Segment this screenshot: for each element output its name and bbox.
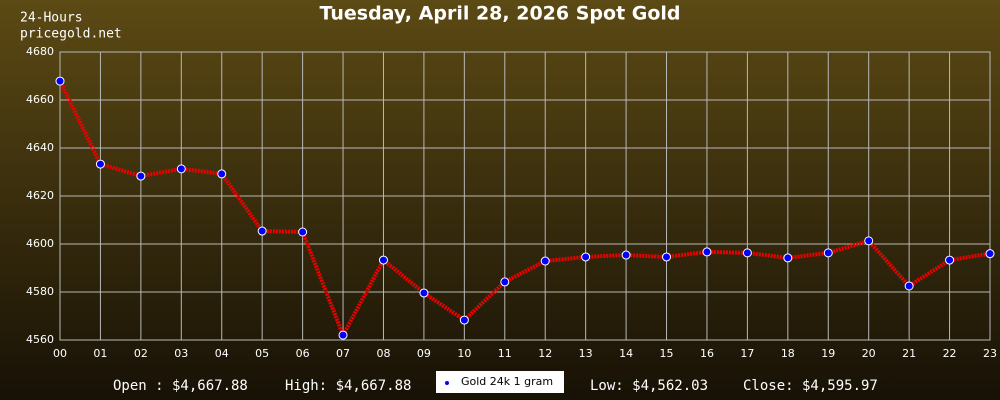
data-point (540, 256, 550, 266)
legend-marker (445, 381, 449, 385)
y-tick-label: 4580 (26, 285, 54, 298)
y-tick-label: 4640 (26, 141, 54, 154)
data-point (217, 169, 227, 179)
data-point (581, 252, 591, 262)
data-point (95, 159, 105, 169)
y-tick-label: 4680 (26, 45, 54, 58)
data-point (378, 255, 388, 265)
x-tick-label: 19 (821, 347, 835, 360)
series-line (58, 80, 991, 340)
data-point (459, 315, 469, 325)
stat-close: Close: $4,595.97 (743, 378, 878, 394)
x-tick-label: 03 (174, 347, 188, 360)
y-tick-label: 4600 (26, 237, 54, 250)
legend-label: Gold 24k 1 gram (461, 375, 553, 388)
x-tick-label: 12 (538, 347, 552, 360)
x-tick-label: 20 (862, 347, 876, 360)
x-tick-label: 16 (700, 347, 714, 360)
data-point (338, 330, 348, 340)
data-point (702, 247, 712, 257)
x-tick-label: 10 (457, 347, 471, 360)
corner-label: 24-Hours (20, 11, 83, 26)
data-point (945, 255, 955, 265)
chart-title: Tuesday, April 28, 2026 Spot Gold (319, 3, 680, 25)
stat-open: Open : $4,667.88 (113, 378, 248, 394)
x-tick-label: 23 (983, 347, 997, 360)
data-point (985, 249, 995, 259)
x-tick-label: 06 (296, 347, 310, 360)
data-point (904, 281, 914, 291)
x-tick-label: 07 (336, 347, 350, 360)
data-point (742, 248, 752, 258)
x-tick-label: 05 (255, 347, 269, 360)
x-tick-label: 02 (134, 347, 148, 360)
x-tick-label: 15 (660, 347, 674, 360)
x-tick-label: 17 (740, 347, 754, 360)
x-tick-label: 09 (417, 347, 431, 360)
x-tick-label: 00 (53, 347, 67, 360)
stat-high: High: $4,667.88 (285, 378, 411, 394)
x-tick-label: 04 (215, 347, 229, 360)
data-point (257, 226, 267, 236)
x-tick-label: 21 (902, 347, 916, 360)
data-point (419, 288, 429, 298)
data-point (662, 252, 672, 262)
stat-low: Low: $4,562.03 (590, 378, 708, 394)
data-point (864, 236, 874, 246)
x-tick-label: 08 (376, 347, 390, 360)
data-point (55, 76, 65, 86)
data-point (136, 171, 146, 181)
data-point (176, 164, 186, 174)
x-tick-label: 18 (781, 347, 795, 360)
x-tick-label: 14 (619, 347, 633, 360)
x-tick-label: 13 (579, 347, 593, 360)
data-point (621, 250, 631, 260)
data-point (783, 253, 793, 263)
data-point (500, 277, 510, 287)
legend-box (436, 371, 564, 393)
y-tick-label: 4660 (26, 93, 54, 106)
corner-label: pricegold.net (20, 27, 122, 42)
x-tick-label: 22 (943, 347, 957, 360)
x-tick-label: 11 (498, 347, 512, 360)
data-point (298, 227, 308, 237)
x-tick-label: 01 (93, 347, 107, 360)
y-tick-label: 4620 (26, 189, 54, 202)
data-point (823, 248, 833, 258)
y-tick-label: 4560 (26, 333, 54, 346)
